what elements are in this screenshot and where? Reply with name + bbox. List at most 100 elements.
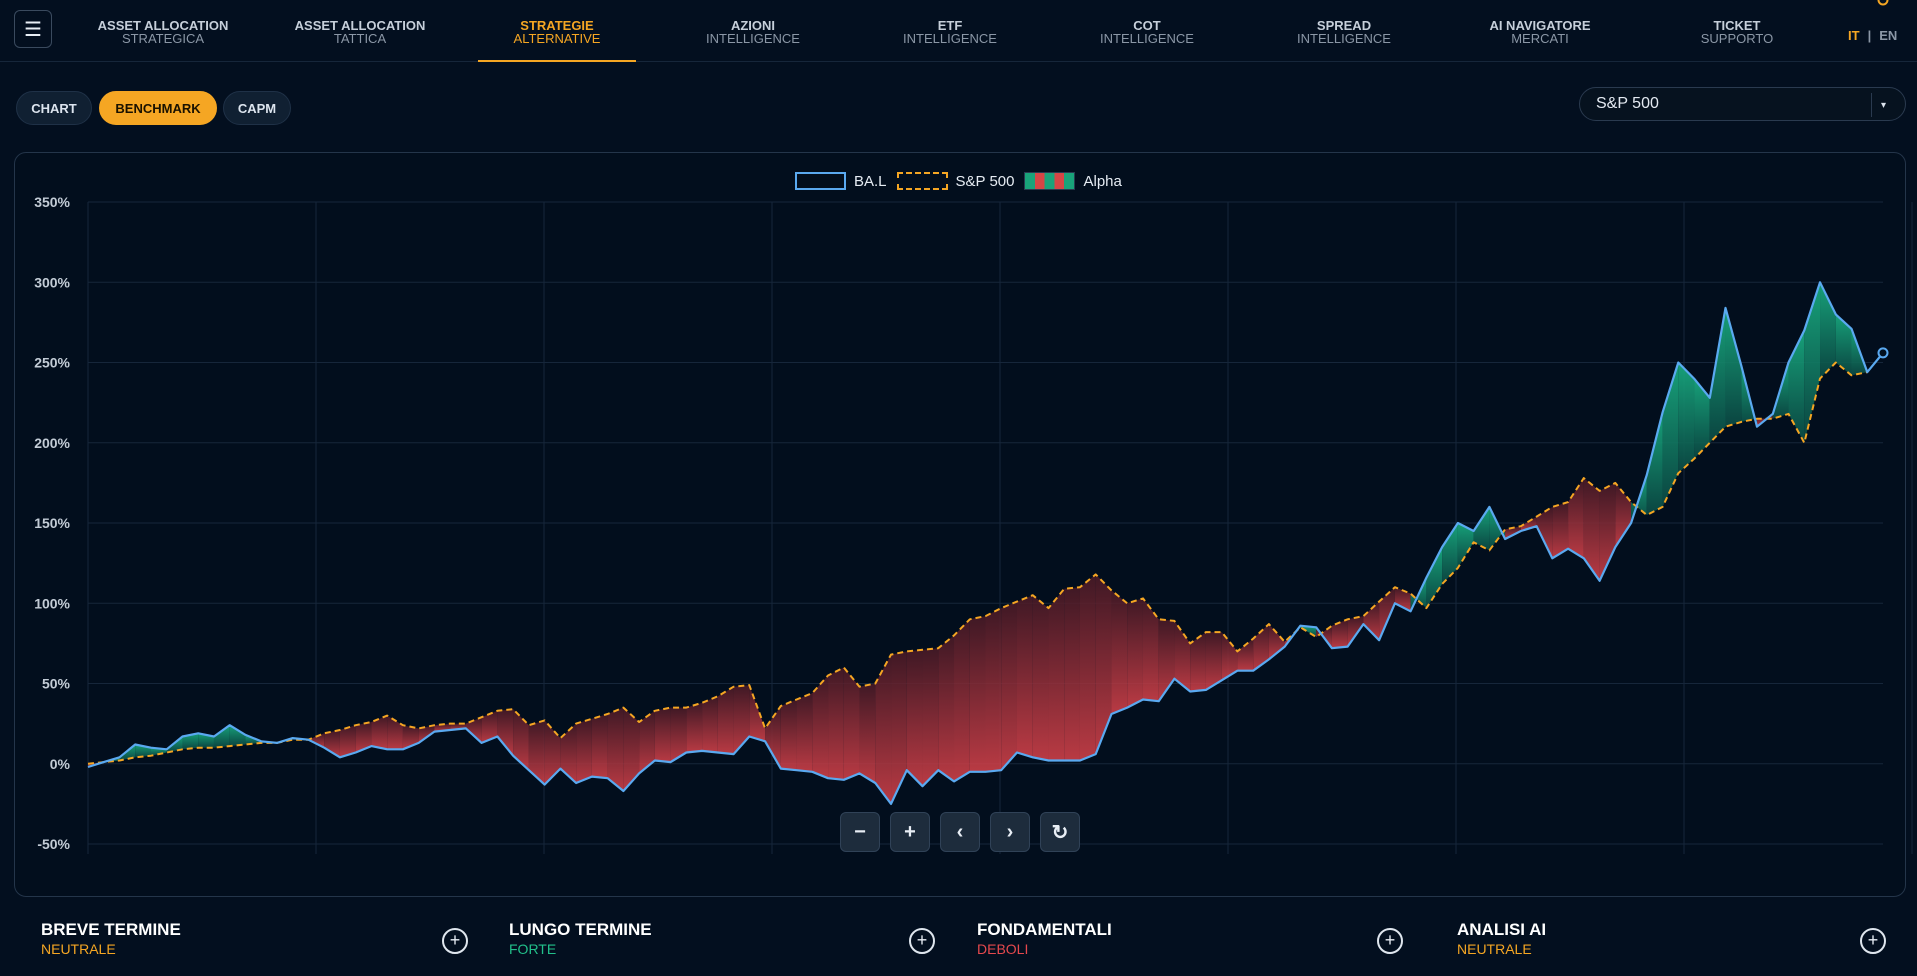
expand-plus-icon[interactable]: + [442, 928, 468, 954]
alpha-area-negative [1268, 624, 1285, 660]
legend-swatch-bal [795, 172, 846, 190]
alpha-area-positive [1489, 506, 1506, 551]
y-tick-label: 50% [42, 676, 71, 692]
alpha-area-negative [1379, 587, 1395, 641]
alpha-area-negative [1599, 482, 1616, 581]
hamburger-menu-button[interactable]: ☰ [14, 10, 52, 48]
alpha-area-negative [1568, 478, 1584, 559]
alpha-area-negative [528, 720, 545, 785]
pan-right-button[interactable]: › [990, 812, 1030, 852]
alpha-area-positive [182, 733, 199, 750]
alpha-area-negative [969, 616, 986, 772]
alpha-area-negative [1016, 595, 1033, 758]
alpha-area-positive [1678, 362, 1695, 474]
alpha-area-negative [1048, 588, 1065, 761]
alpha-area-negative [355, 722, 372, 753]
bal-last-point [1877, 347, 1889, 359]
alpha-area-positive [1694, 378, 1710, 459]
alpha-area-negative [796, 693, 813, 772]
alpha-area-positive [1804, 282, 1821, 443]
zoom-out-button[interactable]: − [840, 812, 880, 852]
benchmark-select[interactable]: S&P 500 ▾ [1579, 87, 1906, 121]
legend-item-alpha[interactable]: Alpha [1024, 172, 1122, 190]
card-status: NEUTRALE [1457, 941, 1532, 957]
nav-item-asset-allocation-strategica[interactable]: ASSET ALLOCATION STRATEGICA [97, 18, 229, 46]
card-breve-termine: BREVE TERMINE NEUTRALE + [41, 920, 481, 970]
alpha-area-negative [1001, 601, 1017, 771]
zoom-in-button[interactable]: + [890, 812, 930, 852]
alpha-area-positive [1788, 330, 1805, 443]
alpha-area-positive [1473, 506, 1490, 551]
y-tick-label: 350% [34, 194, 70, 210]
alpha-area-negative [859, 683, 876, 784]
alpha-area-positive [1442, 523, 1458, 584]
top-navigation: ☰ ASSET ALLOCATION STRATEGICA ASSET ALLO… [0, 0, 1917, 62]
alpha-area-negative [1536, 506, 1553, 559]
alpha-area-negative [497, 709, 514, 756]
alpha-area-negative [1142, 598, 1159, 702]
alpha-area-negative [1079, 574, 1096, 761]
alpha-area-negative [749, 685, 766, 742]
lang-it-link[interactable]: IT [1848, 28, 1860, 43]
benchmark-select-value: S&P 500 [1596, 95, 1659, 112]
card-title: LUNGO TERMINE [509, 920, 652, 939]
alpha-area-positive [229, 725, 246, 747]
alpha-area-negative [1205, 632, 1222, 690]
alpha-area-positive [1457, 523, 1474, 568]
nav-item-azioni-intelligence[interactable]: AZIONI INTELLIGENCE [706, 18, 800, 46]
nav-item-spread-intelligence[interactable]: SPREAD INTELLIGENCE [1297, 18, 1391, 46]
alpha-area-positive [198, 733, 214, 748]
pan-left-button[interactable]: ‹ [940, 812, 980, 852]
alpha-area-negative [623, 707, 640, 792]
language-switcher: IT | EN [1848, 28, 1897, 43]
card-status: FORTE [509, 941, 557, 957]
lang-separator: | [1867, 28, 1872, 43]
alpha-area-negative [418, 725, 435, 743]
card-title: ANALISI AI [1457, 920, 1547, 939]
alpha-area-negative [1615, 482, 1632, 548]
view-capm-button[interactable]: CAPM [223, 91, 291, 125]
alpha-area-positive [1662, 362, 1679, 507]
alpha-area-positive [1709, 307, 1726, 443]
expand-plus-icon[interactable]: + [1377, 928, 1403, 954]
alpha-area-negative [985, 608, 1002, 772]
lang-en-link[interactable]: EN [1879, 28, 1898, 43]
active-tab-indicator [478, 60, 636, 62]
nav-item-ai-navigatore-mercati[interactable]: AI NAVIGATORE MERCATI [1489, 18, 1591, 46]
alpha-area-negative [324, 730, 340, 758]
alpha-area-negative [843, 667, 860, 780]
alpha-area-negative [371, 715, 388, 750]
alpha-area-negative [1158, 619, 1175, 702]
nav-item-etf-intelligence[interactable]: ETF INTELLIGENCE [903, 18, 997, 46]
alpha-area-negative [1221, 632, 1238, 681]
alpha-area-negative [387, 715, 403, 750]
y-tick-label: 0% [50, 756, 71, 772]
nav-item-ticket-supporto[interactable]: TICKET SUPPORTO [1700, 18, 1774, 46]
view-chart-button[interactable]: CHART [16, 91, 92, 125]
y-tick-label: 250% [34, 355, 70, 371]
alpha-area-negative [1583, 478, 1600, 581]
card-fondamentali: FONDAMENTALI DEBOLI + [977, 920, 1417, 970]
minus-icon: − [854, 820, 866, 843]
alpha-area-negative [560, 723, 577, 784]
view-benchmark-button[interactable]: BENCHMARK [99, 91, 217, 125]
alpha-area-negative [1347, 616, 1364, 647]
legend-label-spx: S&P 500 [955, 172, 1015, 190]
legend-item-bal[interactable]: BA.L [795, 172, 887, 190]
expand-plus-icon[interactable]: + [1860, 928, 1886, 954]
alpha-area-negative [513, 709, 529, 771]
nav-item-asset-allocation-tattica[interactable]: ASSET ALLOCATION TATTICA [294, 18, 426, 46]
y-tick-label: -50% [37, 836, 70, 852]
alpha-area-negative [654, 707, 671, 763]
expand-plus-icon[interactable]: + [909, 928, 935, 954]
alpha-area-negative [670, 707, 687, 763]
reset-zoom-button[interactable]: ↻ [1040, 812, 1080, 852]
nav-item-cot-intelligence[interactable]: COT INTELLIGENCE [1100, 18, 1194, 46]
nav-item-strategie-alternative[interactable]: STRATEGIE ALTERNATIVE [513, 18, 601, 46]
alpha-area-negative [591, 713, 608, 779]
legend-item-spx[interactable]: S&P 500 [896, 172, 1015, 190]
alpha-area-negative [465, 717, 482, 743]
chevron-down-icon: ▾ [1871, 93, 1895, 117]
alpha-area-positive [1835, 314, 1852, 376]
